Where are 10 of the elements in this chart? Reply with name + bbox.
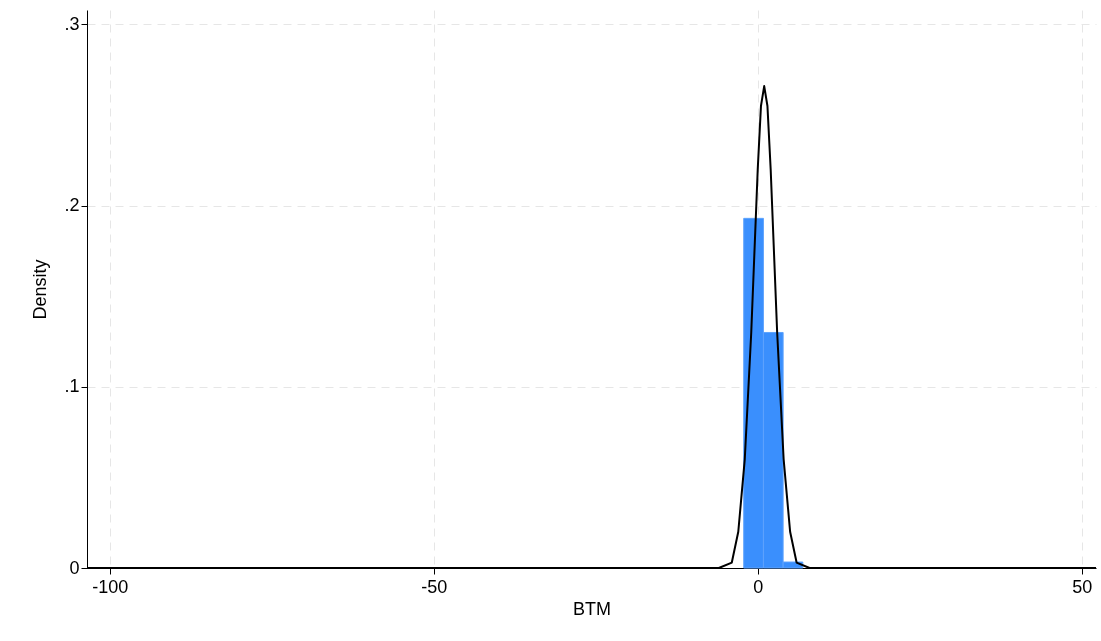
x-tick-label: 50 xyxy=(1072,576,1093,597)
x-tick-label: -100 xyxy=(92,576,129,597)
y-tick-label: .2 xyxy=(64,195,80,216)
x-tick-label: 0 xyxy=(753,576,764,597)
y-tick-label: .3 xyxy=(64,13,80,34)
y-axis-title: Density xyxy=(30,259,51,320)
y-tick-label: .1 xyxy=(64,376,80,397)
y-tick-label: 0 xyxy=(69,557,80,578)
x-tick-label: -50 xyxy=(421,576,448,597)
x-axis-title: BTM xyxy=(573,598,611,619)
